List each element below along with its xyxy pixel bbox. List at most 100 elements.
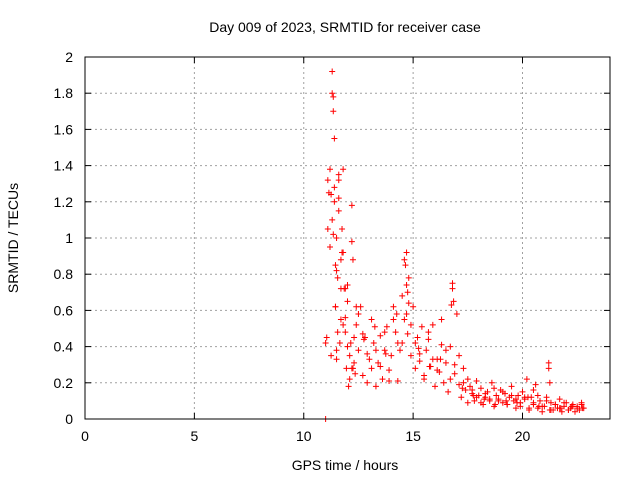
- data-point: [345, 383, 352, 390]
- data-point: [425, 329, 432, 336]
- data-point: [368, 316, 375, 323]
- data-point: [339, 249, 346, 256]
- data-point: [470, 392, 477, 399]
- data-point: [545, 365, 552, 372]
- data-point: [578, 401, 585, 408]
- data-point: [453, 311, 460, 318]
- data-point: [342, 314, 349, 321]
- y-tick-label: 2: [65, 49, 73, 65]
- x-tick-label: 0: [81, 428, 89, 444]
- data-point: [403, 282, 410, 289]
- y-tick-label: 1.8: [54, 85, 74, 101]
- data-point: [432, 383, 438, 390]
- data-point: [371, 323, 378, 330]
- data-point: [335, 207, 342, 214]
- data-point: [359, 372, 366, 379]
- data-point: [437, 356, 444, 363]
- data-point: [572, 408, 578, 415]
- data-point: [329, 90, 336, 97]
- data-point: [539, 408, 546, 415]
- data-point: [353, 321, 360, 328]
- data-point: [364, 350, 371, 357]
- data-point: [322, 339, 329, 346]
- data-point: [556, 396, 563, 403]
- data-point: [334, 274, 341, 281]
- data-point: [336, 339, 343, 346]
- data-point: [543, 397, 550, 404]
- data-point: [561, 399, 568, 406]
- data-point: [568, 403, 575, 410]
- data-point: [344, 282, 351, 289]
- data-point: [332, 262, 339, 269]
- data-point: [328, 191, 335, 198]
- data-point: [442, 359, 449, 366]
- data-point: [421, 376, 428, 383]
- data-point: [574, 405, 581, 412]
- data-point: [403, 249, 410, 256]
- data-point: [349, 365, 356, 372]
- data-point: [333, 347, 340, 354]
- data-point: [377, 363, 384, 370]
- data-point: [416, 358, 423, 365]
- data-point: [368, 365, 375, 372]
- data-point: [423, 347, 430, 354]
- data-point: [456, 381, 463, 388]
- data-point: [332, 303, 339, 310]
- data-point: [342, 329, 349, 336]
- y-tick-label: 1.6: [54, 121, 74, 137]
- data-point: [491, 385, 498, 392]
- data-point: [460, 379, 467, 386]
- data-point: [401, 256, 408, 263]
- data-point: [447, 343, 454, 350]
- y-tick-label: 1: [65, 230, 73, 246]
- data-point: [355, 311, 362, 318]
- data-point: [386, 377, 393, 384]
- data-point: [339, 225, 346, 232]
- data-point: [390, 303, 397, 310]
- data-point: [530, 399, 537, 406]
- data-point: [402, 262, 409, 269]
- data-point: [477, 385, 484, 392]
- data-point: [532, 381, 539, 388]
- data-point: [535, 403, 542, 410]
- data-point: [340, 166, 347, 173]
- data-point: [344, 343, 351, 350]
- data-point: [346, 352, 353, 359]
- data-point: [416, 350, 423, 357]
- data-point: [547, 399, 554, 406]
- data-point: [337, 256, 344, 263]
- data-point: [425, 336, 432, 343]
- data-point: [412, 365, 419, 372]
- data-point: [477, 399, 484, 406]
- data-point: [335, 177, 342, 184]
- data-point: [467, 383, 473, 390]
- data-point: [329, 216, 336, 223]
- data-point: [557, 405, 564, 412]
- data-point: [514, 399, 521, 406]
- data-point: [504, 401, 511, 408]
- data-point: [407, 321, 414, 328]
- data-point: [482, 390, 489, 397]
- chart-title: Day 009 of 2023, SRMTID for receiver cas…: [209, 19, 481, 35]
- x-tick-label: 5: [190, 428, 198, 444]
- data-point: [449, 285, 456, 292]
- y-tick-label: 1.2: [54, 194, 74, 210]
- data-point: [360, 336, 367, 343]
- grid-lines: [84, 56, 610, 420]
- data-point: [410, 303, 417, 310]
- data-point: [524, 394, 531, 401]
- data-point: [324, 177, 331, 184]
- data-point: [534, 392, 541, 399]
- data-point: [343, 365, 350, 372]
- data-point: [464, 376, 471, 383]
- data-point: [330, 108, 337, 115]
- data-point: [329, 68, 336, 75]
- data-point: [471, 397, 478, 404]
- data-point: [488, 379, 495, 386]
- data-point: [530, 387, 537, 394]
- data-point: [399, 292, 406, 299]
- data-point: [512, 405, 519, 412]
- data-point: [426, 363, 433, 370]
- x-axis-label: GPS time / hours: [292, 457, 399, 473]
- data-point: [381, 347, 388, 354]
